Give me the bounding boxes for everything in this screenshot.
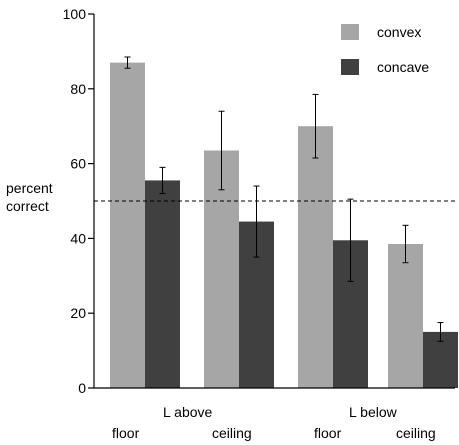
error-bars-layer (124, 56, 444, 342)
legend-label-convex: convex (377, 24, 421, 40)
category-label-1: floor (112, 425, 140, 441)
legend: convex concave (341, 24, 429, 75)
error-bar-convex-2 (218, 110, 225, 191)
legend-swatch-convex (341, 24, 359, 40)
axes (93, 14, 455, 389)
y-tick-label-80: 80 (70, 81, 86, 97)
error-bar-concave-4 (437, 322, 444, 342)
bar-convex-3 (298, 126, 333, 388)
group-label-l-above: L above (163, 404, 213, 420)
category-label-2: ceiling (212, 425, 252, 441)
y-axis-label-line-2: correct (6, 198, 49, 214)
category-label-3: floor (314, 425, 342, 441)
group-label-l-below: L below (349, 404, 398, 420)
y-tick-label-60: 60 (70, 156, 86, 172)
error-bar-concave-2 (253, 185, 260, 258)
bars-layer (110, 62, 458, 389)
y-tick-label-100: 100 (63, 6, 87, 22)
error-bar-convex-1 (124, 56, 131, 69)
bar-convex-1 (110, 62, 145, 389)
y-axis-label: percent correct (6, 180, 53, 214)
bar-convex-4 (388, 244, 423, 388)
bar-concave-1 (145, 180, 180, 388)
category-label-4: ceiling (396, 425, 436, 441)
error-bar-concave-1 (159, 166, 166, 195)
y-tick-label-0: 0 (78, 380, 86, 396)
y-axis-label-line-1: percent (6, 180, 53, 196)
error-bar-convex-4 (402, 224, 409, 264)
y-tick-label-40: 40 (70, 230, 86, 246)
legend-label-concave: concave (377, 59, 429, 75)
legend-swatch-concave (341, 59, 359, 75)
error-bar-concave-3 (347, 198, 354, 282)
y-tick-label-20: 20 (70, 305, 86, 321)
error-bar-convex-3 (312, 93, 319, 159)
y-ticks: 0 20 40 60 80 100 (63, 6, 94, 396)
x-category-labels: floor ceiling floor ceiling L above L be… (112, 404, 436, 441)
